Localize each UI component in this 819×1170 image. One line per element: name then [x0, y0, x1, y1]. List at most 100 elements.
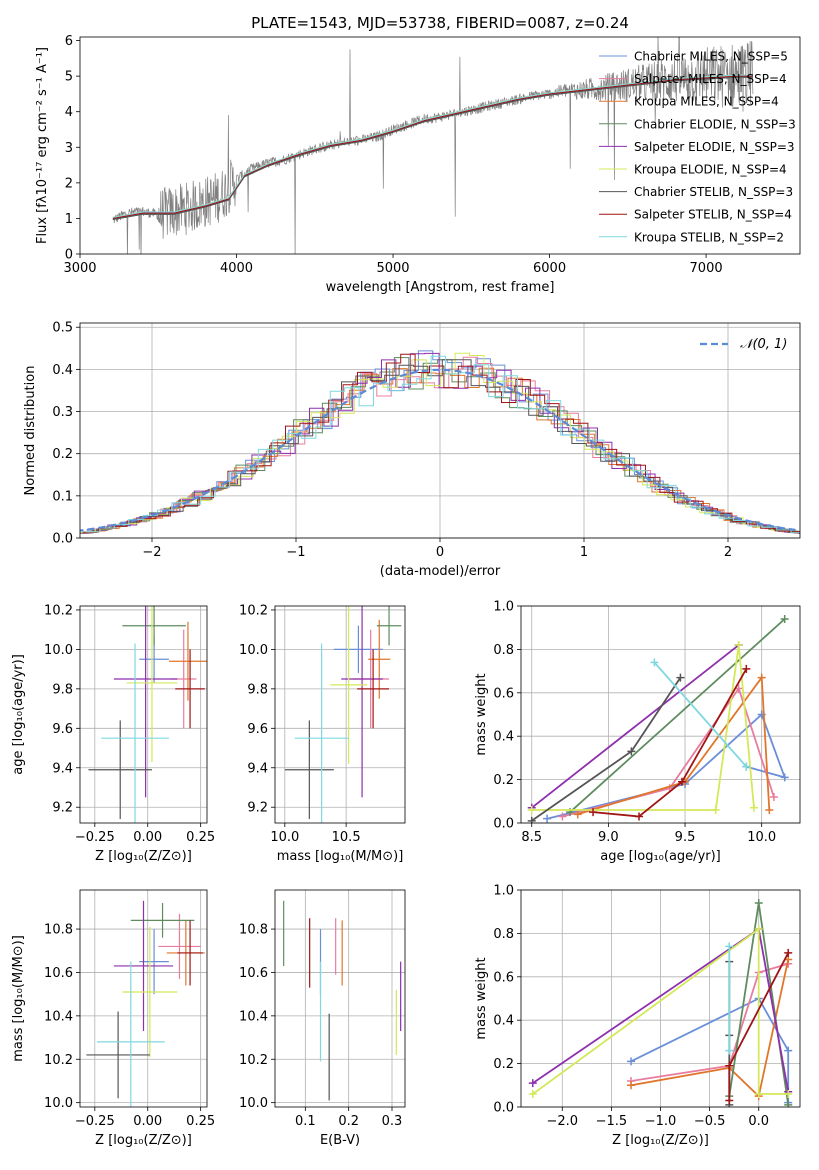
mass-vs-Z-plot [86, 900, 205, 1107]
y-tick-label: 10.6 [44, 966, 73, 981]
weight-marker [635, 812, 644, 821]
mass-vs-EBV-plot [283, 900, 402, 1101]
age-vs-mass-plot [284, 606, 402, 823]
x-tick-label: 3000 [63, 261, 96, 276]
weight-marker [558, 812, 567, 821]
weight-marker [676, 673, 685, 682]
weight-marker [742, 762, 751, 771]
y-tick-label: 6 [65, 34, 73, 49]
weight-line [562, 686, 775, 818]
weight-marker [650, 658, 659, 667]
x-tick-label: 1 [580, 545, 588, 560]
axes-frame [79, 889, 208, 1108]
weight-marker [711, 805, 720, 814]
x-tick-label: 9.0 [598, 830, 619, 845]
y-tick-label: 1.0 [493, 884, 514, 899]
weight-marker [627, 1057, 636, 1066]
chart-title: PLATE=1543, MJD=53738, FIBERID=0087, z=0… [251, 14, 629, 32]
legend-label: Chabrier STELIB, N_SSP=3 [634, 185, 793, 199]
y-tick-label: 9.4 [52, 761, 73, 776]
model-line [112, 75, 753, 219]
weight-line [653, 661, 747, 768]
x-tick-label: −1.0 [645, 1114, 677, 1129]
y-tick-label: 3 [65, 141, 73, 156]
weight-marker [543, 814, 552, 823]
y-tick-label: 10.2 [239, 1053, 268, 1068]
weight-line [577, 675, 771, 816]
y-tick-label: 10.0 [44, 1096, 73, 1111]
weight-marker [589, 808, 598, 817]
y-tick-label: 0.2 [52, 447, 73, 462]
y-tick-label: 0.0 [493, 817, 514, 832]
age-vs-Z-plot [88, 606, 207, 823]
y-tick-label: 0.4 [493, 1014, 514, 1029]
weight-marker [725, 1046, 734, 1055]
x-tick-label: 0.00 [133, 830, 162, 845]
y-tick-label: 0.0 [493, 1101, 514, 1116]
legend-label: Kroupa MILES, N_SSP=4 [634, 95, 779, 109]
weight-line [531, 644, 740, 809]
x-axis-label: mass [log₁₀(M/M⊙)] [277, 849, 404, 864]
x-axis-label: E(B-V) [320, 1133, 360, 1148]
histogram [85, 355, 800, 534]
y-tick-label: 4 [65, 105, 73, 120]
y-tick-label: 0.4 [52, 363, 73, 378]
weight-marker [528, 1079, 537, 1088]
y-tick-label: 9.2 [247, 801, 268, 816]
x-tick-label: 6000 [533, 261, 566, 276]
y-axis-label: age [log₁₀(age/yr)] [11, 654, 26, 775]
y-tick-label: 10.4 [239, 1009, 268, 1024]
observed-spectrum [112, 37, 754, 254]
weight-marker [754, 1089, 763, 1098]
weight-line [569, 618, 786, 813]
y-axis-label: mass [log₁₀(M/M⊙)] [11, 935, 26, 1062]
y-tick-label: 0.3 [52, 405, 73, 420]
weight-line [592, 668, 748, 818]
y-tick-label: 9.4 [247, 761, 268, 776]
weight-marker [725, 1096, 734, 1105]
x-tick-label: 0.3 [382, 1114, 403, 1129]
y-tick-label: 9.8 [52, 682, 73, 697]
y-tick-label: 0.8 [493, 643, 514, 658]
x-axis-label: Z [log₁₀(Z/Z⊙)] [95, 849, 192, 864]
x-tick-label: −1.5 [596, 1114, 628, 1129]
y-tick-label: 0.6 [493, 970, 514, 985]
y-tick-label: 0 [65, 248, 73, 263]
axes-frame [274, 889, 406, 1108]
axes-frame [79, 36, 801, 255]
y-tick-label: 1 [65, 212, 73, 227]
y-tick-label: 10.2 [239, 603, 268, 618]
y-tick-label: 10.8 [44, 923, 73, 938]
axes-frame [520, 889, 801, 1108]
x-axis-label: Z [log₁₀(Z/Z⊙)] [95, 1133, 192, 1148]
y-tick-label: 9.6 [52, 722, 73, 737]
axes-frame [520, 605, 801, 824]
weight-marker [769, 792, 778, 801]
weight-marker [627, 1081, 636, 1090]
x-tick-label: 10.5 [332, 830, 361, 845]
histogram-plot [80, 350, 800, 534]
x-tick-label: 10.0 [747, 830, 776, 845]
model-line [112, 76, 753, 220]
weight-line [630, 962, 789, 1082]
legend-label: Salpeter MILES, N_SSP=4 [634, 72, 787, 86]
y-axis-label: Normed distribution [23, 366, 38, 496]
y-tick-label: 2 [65, 176, 73, 191]
y-tick-label: 10.8 [239, 923, 268, 938]
weight-line [630, 959, 790, 1098]
weight-marker [734, 641, 743, 650]
weight-marker [677, 777, 686, 786]
x-tick-label: 4000 [220, 261, 253, 276]
weight-vs-Z-plot [528, 899, 793, 1107]
legend-label: Chabrier ELODIE, N_SSP=3 [634, 117, 796, 131]
x-tick-label: 0.00 [133, 1114, 162, 1129]
y-tick-label: 10.0 [239, 643, 268, 658]
histogram [82, 359, 800, 533]
x-tick-label: 2 [724, 545, 732, 560]
legend-label: Chabrier MILES, N_SSP=5 [634, 50, 788, 64]
legend-label: Salpeter STELIB, N_SSP=4 [634, 208, 792, 222]
weight-marker [573, 810, 582, 819]
x-tick-label: −2.0 [546, 1114, 578, 1129]
weight-marker [784, 1046, 793, 1055]
model-line [112, 74, 753, 218]
